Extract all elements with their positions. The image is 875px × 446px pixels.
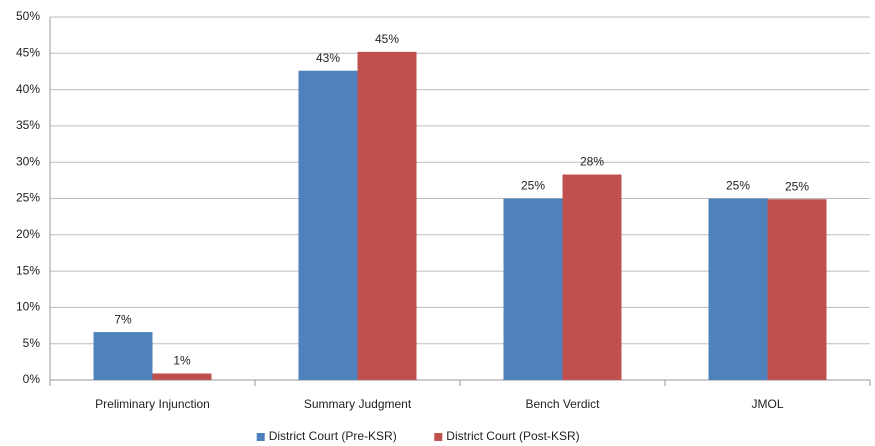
bar: [357, 51, 417, 381]
bar: [708, 198, 768, 380]
y-tick-label: 25%: [16, 191, 40, 205]
x-tick-label: Bench Verdict: [525, 397, 600, 411]
bar: [767, 199, 827, 380]
y-tick-label: 5%: [23, 336, 41, 350]
bar: [562, 174, 622, 380]
legend-label: District Court (Pre-KSR): [269, 429, 397, 443]
x-tick-label: JMOL: [751, 397, 783, 411]
bar: [93, 332, 153, 380]
bar: [298, 70, 358, 380]
y-tick-label: 40%: [16, 82, 40, 96]
y-tick-label: 45%: [16, 45, 40, 59]
value-label: 1%: [173, 354, 191, 368]
legend-swatch: [256, 433, 265, 441]
y-tick-label: 10%: [16, 300, 40, 314]
bar: [152, 373, 212, 380]
y-tick-label: 35%: [16, 118, 40, 132]
legend-swatch: [434, 433, 443, 441]
y-tick-label: 20%: [16, 227, 40, 241]
x-tick-label: Preliminary Injunction: [95, 397, 210, 411]
value-label: 25%: [521, 179, 545, 193]
y-tick-label: 15%: [16, 263, 40, 277]
value-label: 28%: [580, 155, 604, 169]
y-tick-label: 30%: [16, 154, 40, 168]
value-label: 25%: [785, 179, 809, 193]
value-label: 45%: [375, 32, 399, 46]
y-tick-label: 50%: [16, 9, 40, 23]
value-label: 25%: [726, 179, 750, 193]
bar: [503, 198, 563, 380]
legend-label: District Court (Post-KSR): [446, 429, 579, 443]
value-label: 43%: [316, 51, 340, 65]
y-tick-label: 0%: [23, 372, 41, 386]
x-tick-label: Summary Judgment: [304, 397, 412, 411]
value-label: 7%: [114, 312, 132, 326]
